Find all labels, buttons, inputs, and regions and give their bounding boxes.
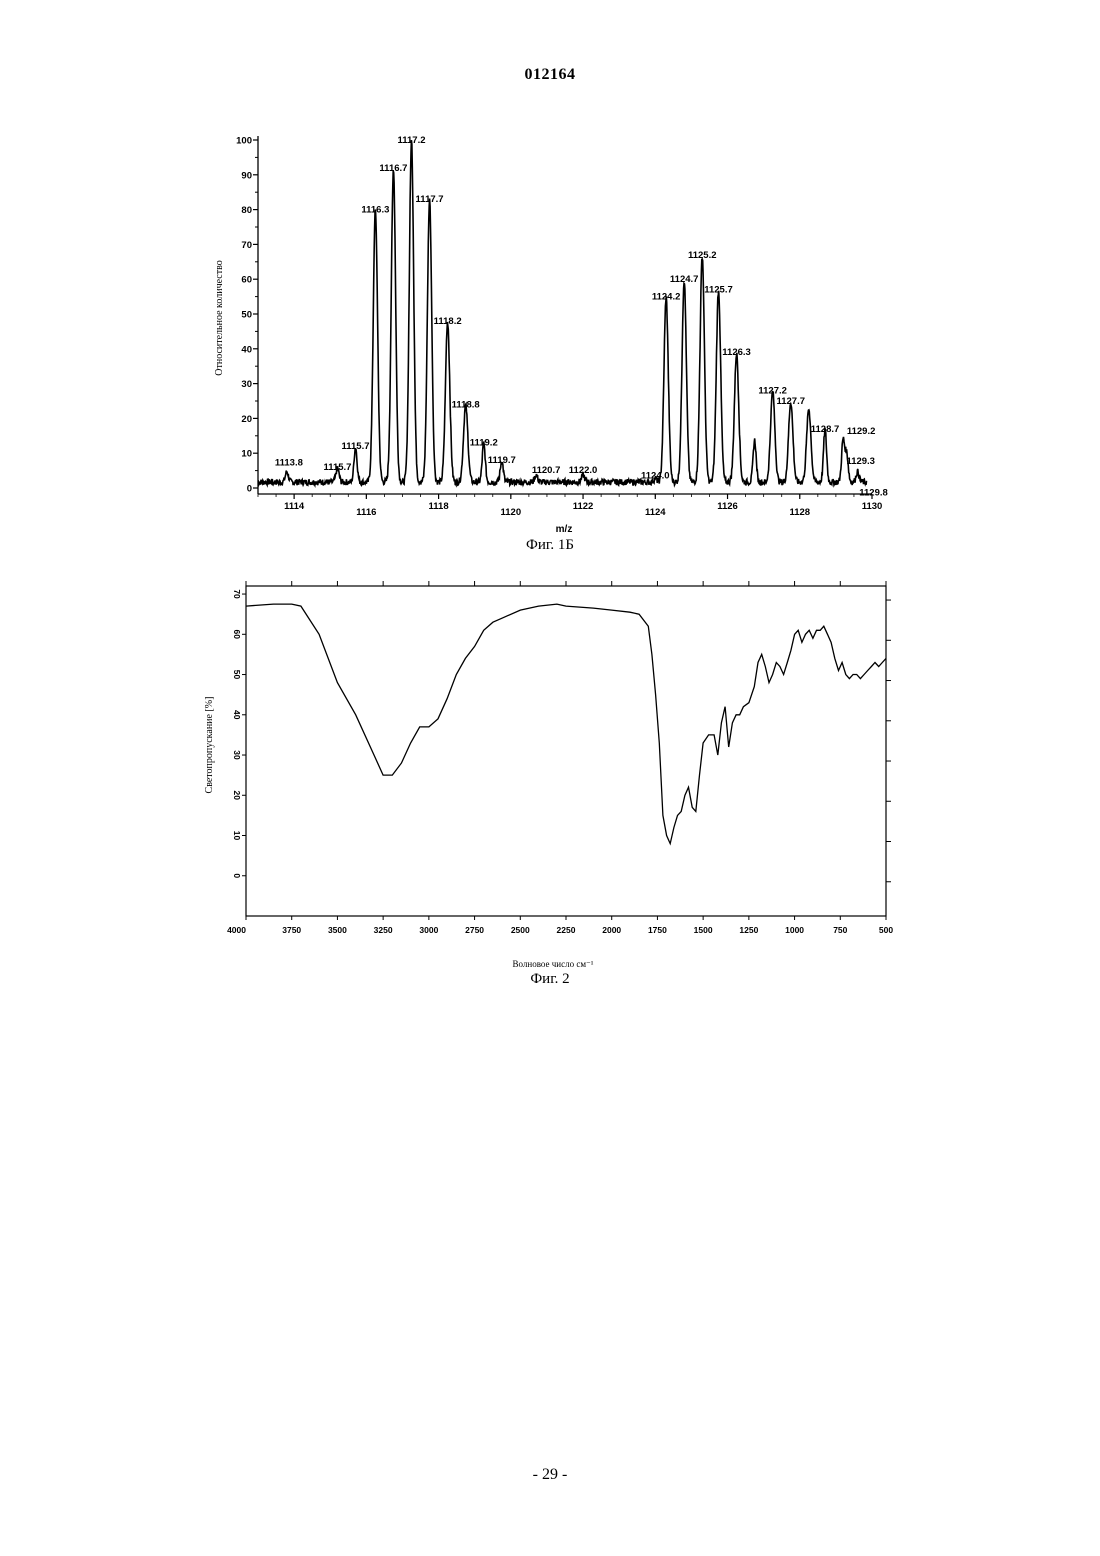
ir-x-tick-label: 500 <box>879 925 893 935</box>
ir-y-tick-label: 0 <box>232 873 242 878</box>
ir-x-tick-label: 3750 <box>282 925 301 935</box>
ir-x-tick-label: 2500 <box>511 925 530 935</box>
ir-x-tick-label: 2250 <box>557 925 576 935</box>
ir-x-axis-label: Волновое число см⁻¹ <box>513 959 594 969</box>
ir-plot-frame <box>246 586 886 916</box>
ir-x-tick-label: 1750 <box>648 925 667 935</box>
ir-x-tick-label: 2750 <box>465 925 484 935</box>
ir-x-tick-label: 750 <box>833 925 847 935</box>
ir-x-tick-label: 3500 <box>328 925 347 935</box>
ir-y-tick-label: 20 <box>232 791 242 801</box>
figure-2-caption: Фиг. 2 <box>0 971 1100 988</box>
ir-y-tick-label: 10 <box>232 831 242 841</box>
ir-y-tick-label: 60 <box>232 630 242 640</box>
ir-y-tick-label: 70 <box>232 589 242 599</box>
page-number: - 29 - <box>0 1466 1100 1484</box>
transmittance-trace <box>246 604 886 844</box>
ir-y-tick-label: 40 <box>232 710 242 720</box>
ir-x-tick-label: 4000 <box>227 925 246 935</box>
ir-y-tick-label: 30 <box>232 750 242 760</box>
ir-x-tick-label: 3000 <box>419 925 438 935</box>
ir-x-tick-label: 3250 <box>374 925 393 935</box>
ir-spectrum-chart: 0 10 20 30 40 50 60 70 4000 3750 3500 3250 3000 2750 2… <box>0 0 1100 1000</box>
ir-y-axis-label: Светопропускание [%] <box>204 697 215 794</box>
ir-x-tick-label: 2000 <box>602 925 621 935</box>
ir-x-tick-label: 1500 <box>694 925 713 935</box>
ir-y-tick-label: 50 <box>232 670 242 680</box>
ir-x-tick-label: 1000 <box>785 925 804 935</box>
ir-x-tick-label: 1250 <box>739 925 758 935</box>
